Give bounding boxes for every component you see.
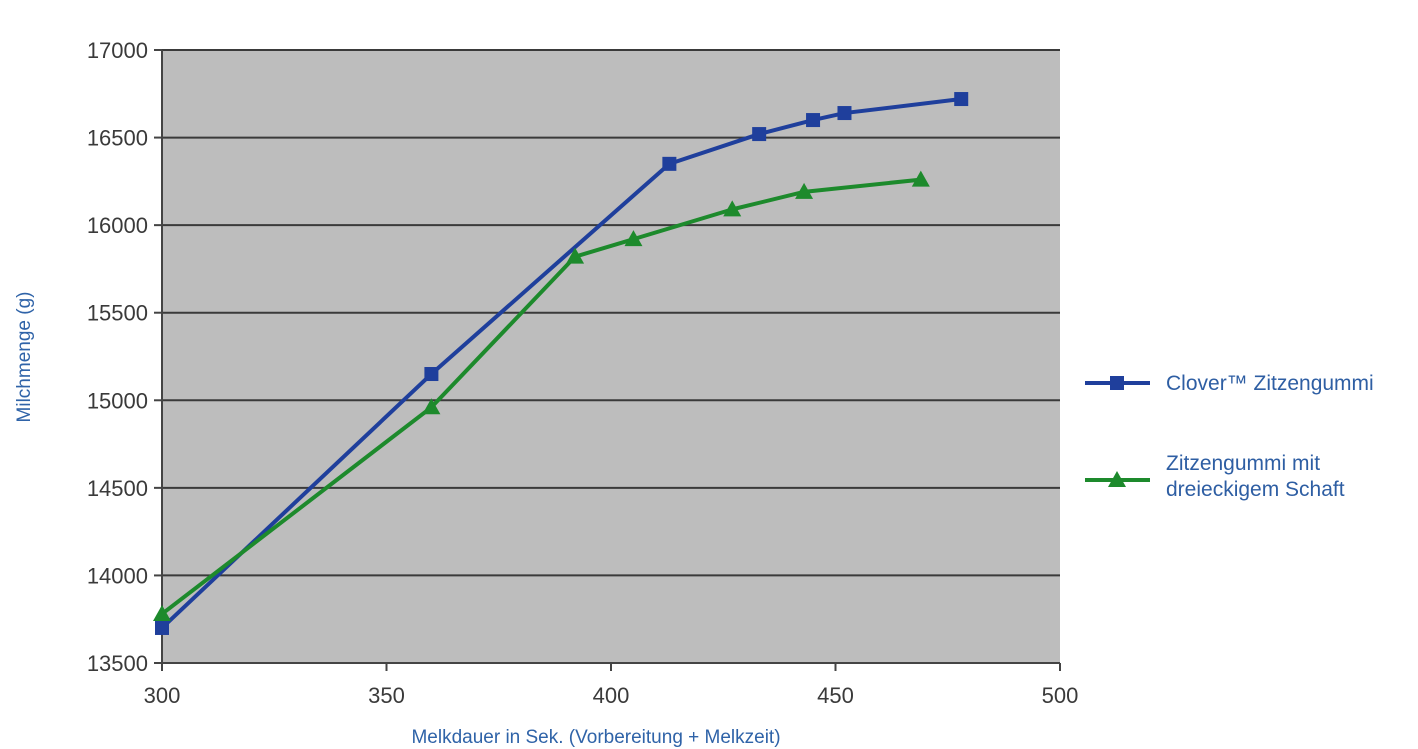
series-square: [155, 92, 969, 635]
data-point: [424, 367, 439, 382]
x-tick-label: 500: [1042, 683, 1079, 708]
data-point: [837, 106, 852, 121]
y-tick-label: 13500: [87, 651, 148, 676]
legend-marker: [1108, 471, 1126, 487]
data-point: [752, 127, 767, 142]
series-triangle: [153, 170, 930, 621]
data-point: [153, 604, 171, 621]
legend: Clover™ Zitzengummi Zitzengummi mit dreiec…: [1070, 340, 1380, 540]
y-tick-label: 16500: [87, 126, 148, 151]
data-point: [954, 92, 969, 107]
x-axis-title: Melkdauer in Sek. (Vorbereitung + Melkze…: [411, 727, 780, 748]
y-tick-label: 15500: [87, 301, 148, 326]
y-tick-label: 14000: [87, 563, 148, 588]
legend-label: dreieckigem Schaft: [1166, 478, 1345, 501]
data-point: [911, 170, 930, 187]
legend-label: Clover™ Zitzengummi: [1166, 372, 1374, 395]
legend-box: [1070, 340, 1380, 540]
legend-label: Zitzengummi mit: [1166, 452, 1320, 475]
data-point: [662, 156, 677, 171]
tick-labels: 13500 14000 14500 15000 15500 16000 16500 17000…: [87, 38, 1079, 708]
x-tick-label: 300: [144, 683, 181, 708]
x-tick-label: 450: [817, 683, 854, 708]
data-point: [566, 247, 585, 264]
plot-area: [162, 50, 1060, 663]
data-point: [155, 620, 169, 635]
data-point: [795, 182, 814, 199]
series: [153, 92, 969, 635]
x-tick-label: 350: [368, 683, 405, 708]
y-axis-title: Milchmenge (g): [14, 292, 35, 423]
data-point: [624, 230, 643, 247]
data-point: [806, 113, 821, 128]
legend-marker: [1110, 376, 1124, 390]
y-tick-label: 15000: [87, 388, 148, 413]
y-tick-label: 17000: [87, 38, 148, 63]
y-tick-label: 14500: [87, 476, 148, 501]
y-tick-label: 16000: [87, 213, 148, 238]
x-tick-label: 400: [593, 683, 630, 708]
data-point: [723, 200, 742, 217]
data-point: [422, 398, 441, 415]
